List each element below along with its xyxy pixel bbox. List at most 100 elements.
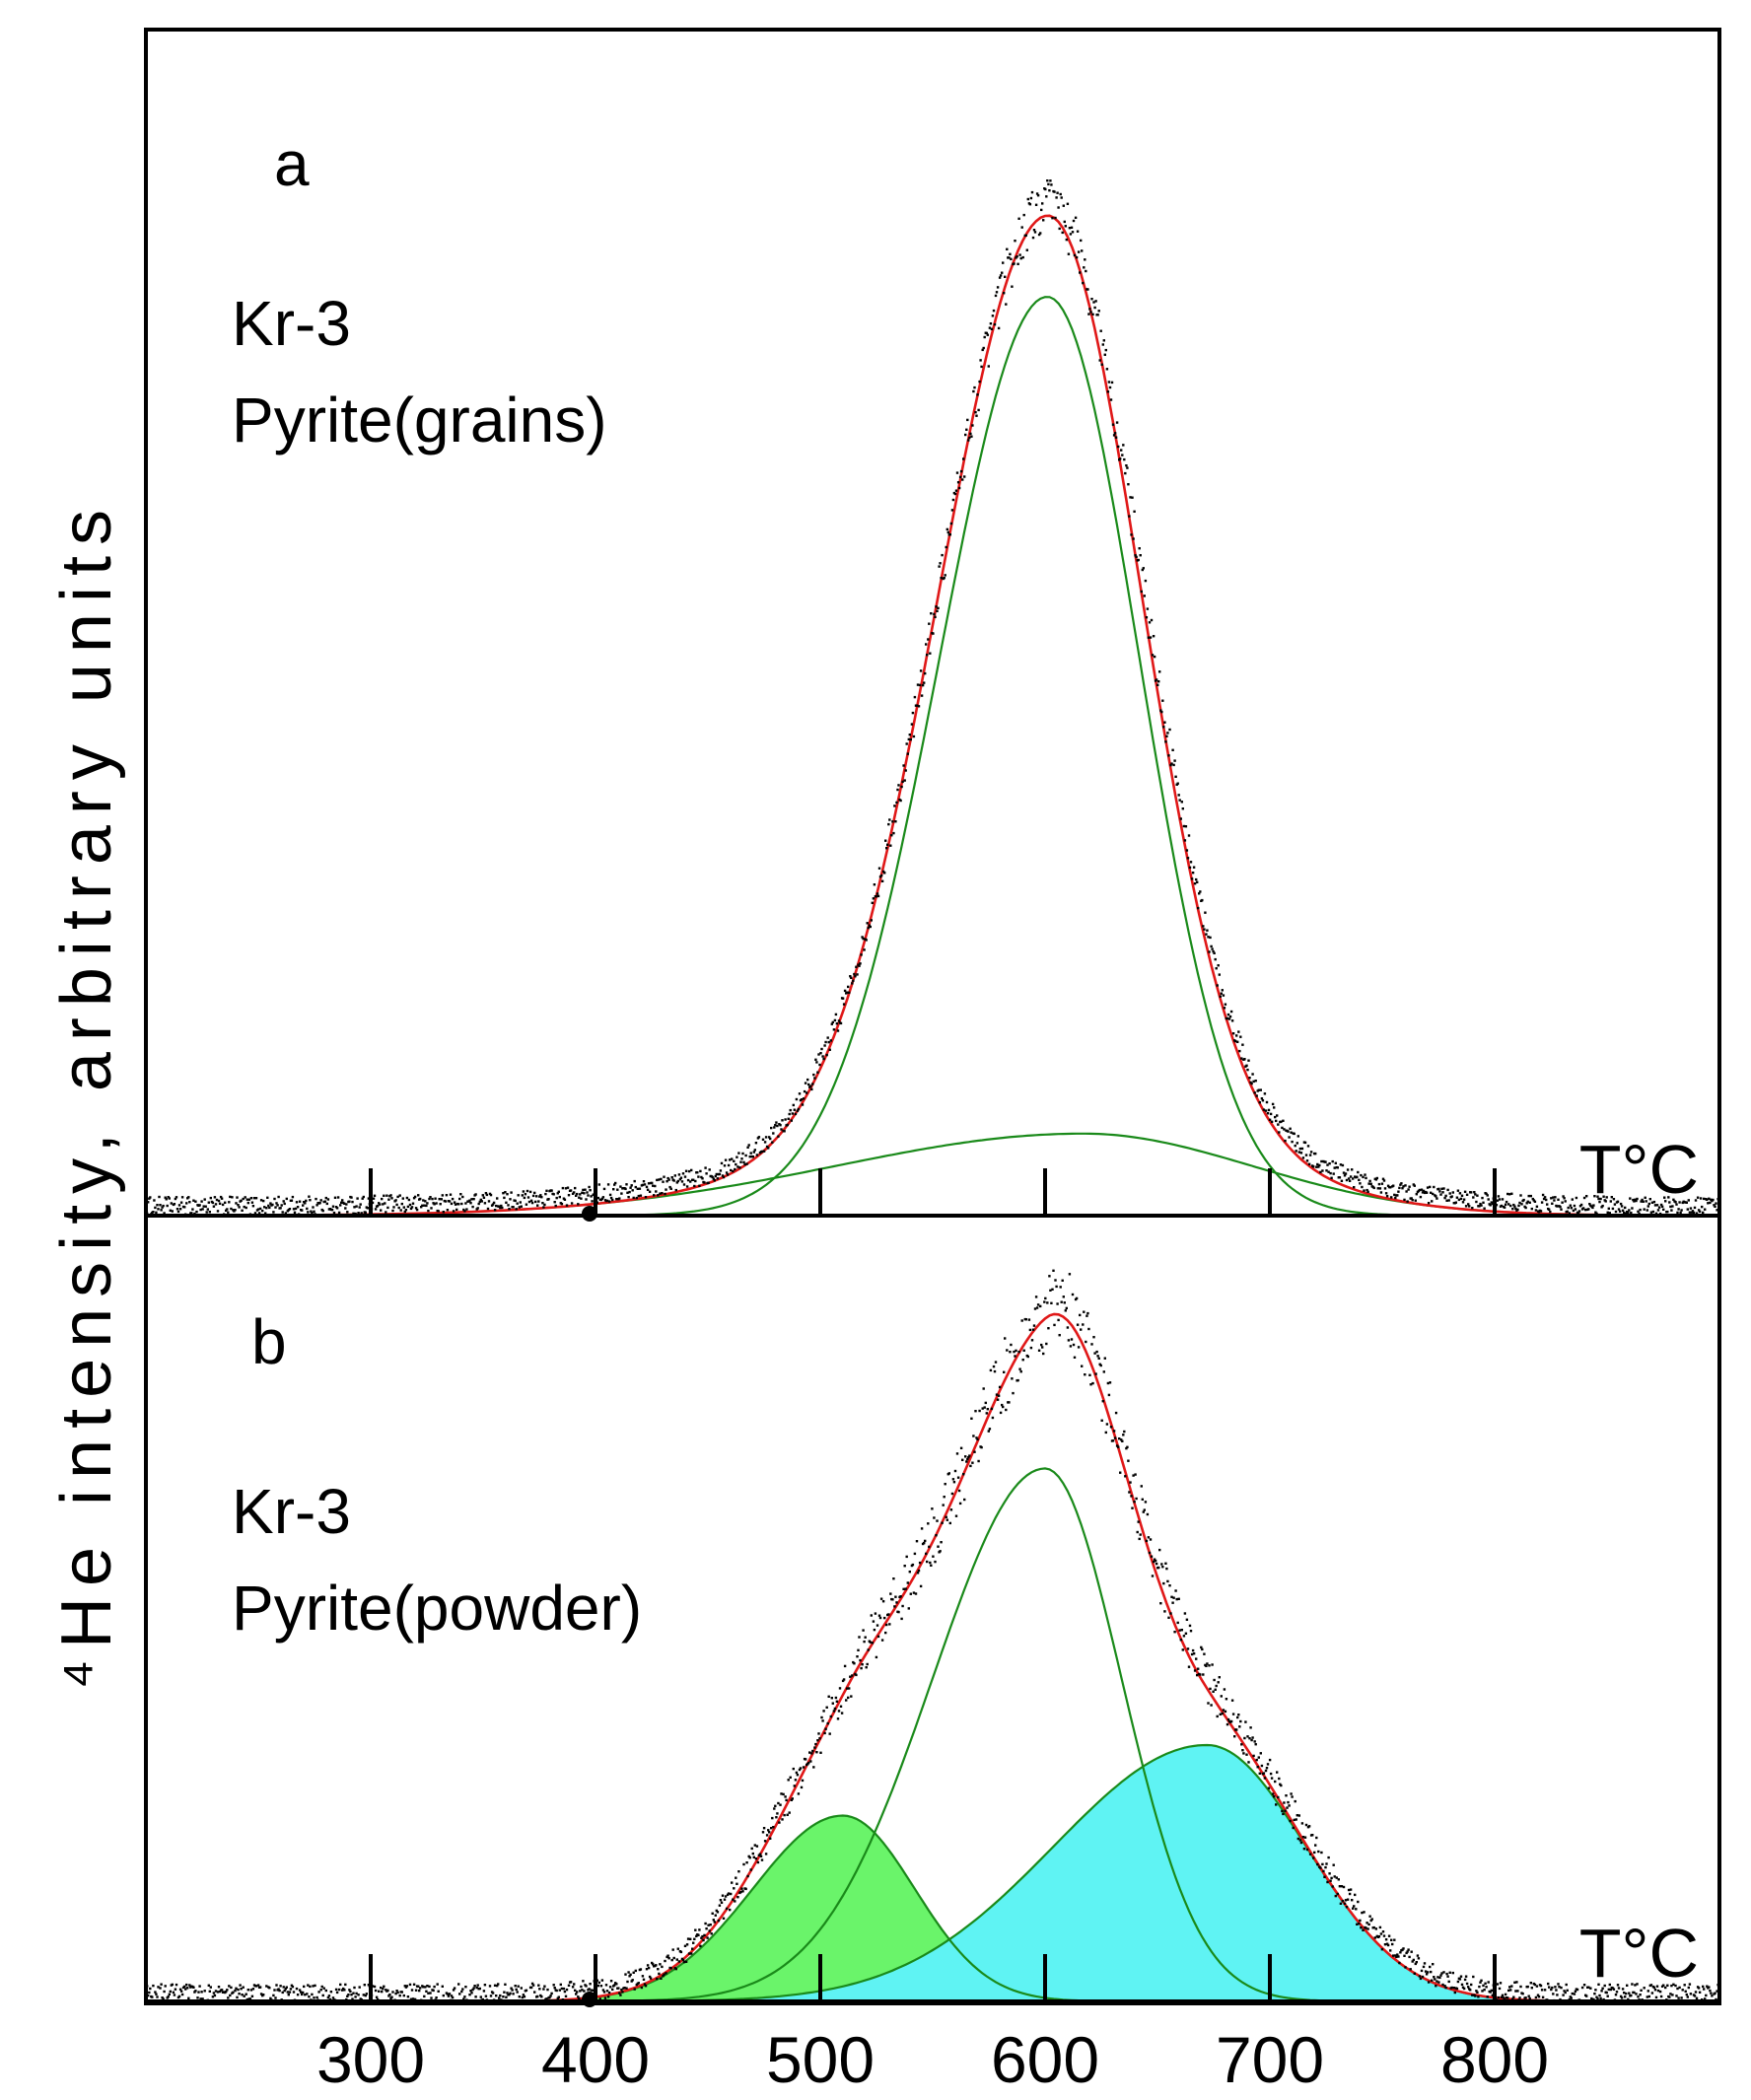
panel-b-data-point xyxy=(1491,1994,1494,1996)
panel-b-data-point xyxy=(427,1992,430,1995)
panel-b-data-point xyxy=(713,1921,716,1924)
panel-a-data-point xyxy=(217,1199,221,1203)
panel-b-data-point xyxy=(164,1985,167,1988)
panel-a-data-point xyxy=(911,711,915,715)
panel-b-data-point xyxy=(1167,1616,1170,1619)
panel-a-data-point xyxy=(273,1197,276,1201)
panel-a-data-point xyxy=(815,1061,818,1064)
panel-b-data-point xyxy=(1623,1992,1626,1995)
panel-a-data-point xyxy=(373,1194,377,1197)
panel-b-data-point xyxy=(1451,1971,1454,1975)
panel-b-data-point xyxy=(1285,1794,1288,1797)
panel-b-data-point xyxy=(1062,1295,1065,1298)
panel-a-data-point xyxy=(1503,1206,1506,1209)
panel-b-data-point xyxy=(1533,1983,1537,1987)
panel-b-data-point xyxy=(520,1987,523,1990)
panel-b-data-point xyxy=(1377,1935,1381,1938)
panel-b-data-point xyxy=(1312,1856,1315,1859)
panel-b-data-point xyxy=(1094,1372,1097,1375)
panel-a-data-point xyxy=(977,408,980,412)
panel-a-data-point xyxy=(1262,1108,1266,1111)
panel-b-data-point xyxy=(912,1591,916,1594)
panel-b-data-point xyxy=(730,1892,733,1896)
panel-a-data-point xyxy=(879,874,883,877)
panel-a-data-point xyxy=(395,1203,398,1207)
panel-a-data-point xyxy=(1250,1082,1253,1085)
panel-a-data-point xyxy=(917,705,921,708)
panel-a-data-point xyxy=(1014,240,1016,243)
panel-a-data-point xyxy=(743,1162,746,1166)
panel-b-data-point xyxy=(788,1811,791,1814)
panel-a-data-point xyxy=(1365,1176,1367,1180)
panel-a-data-point xyxy=(1631,1207,1634,1210)
panel-a-data-point xyxy=(869,925,872,929)
panel-b-data-point xyxy=(928,1545,931,1549)
panel-a-data-point xyxy=(1510,1192,1513,1195)
panel-a-data-point xyxy=(1473,1191,1476,1194)
panel-b-data-point xyxy=(643,1983,647,1986)
panel-b-data-point xyxy=(302,1991,305,1995)
panel-a-data-point xyxy=(1267,1108,1271,1112)
panel-a-data-point xyxy=(769,1137,772,1141)
panel-a-data-point xyxy=(330,1208,334,1212)
panel-a-data-point xyxy=(245,1198,248,1201)
panel-a-data-point xyxy=(1174,775,1177,778)
panel-a-data-point xyxy=(1226,1013,1230,1016)
panel-a-data-point xyxy=(777,1135,780,1138)
panel-b-data-point xyxy=(540,1995,543,1998)
panel-a-data-point xyxy=(236,1196,239,1199)
panel-b-data-point xyxy=(268,1987,271,1990)
panel-b-data-point xyxy=(604,1984,608,1987)
panel-b-data-point xyxy=(1429,1965,1432,1969)
panel-a-data-point xyxy=(1709,1201,1712,1205)
panel-a-data-point xyxy=(359,1203,362,1206)
panel-a-data-point xyxy=(839,1021,843,1025)
panel-a-data-point xyxy=(1016,255,1018,258)
panel-a-data-point xyxy=(1103,353,1106,356)
panel-a-data-point xyxy=(156,1204,159,1207)
panel-b-data-point xyxy=(395,1990,398,1993)
panel-b-data-point xyxy=(787,1779,790,1782)
panel-b-data-point xyxy=(835,1700,839,1703)
panel-b-data-point xyxy=(1199,1673,1202,1676)
panel-b-data-point xyxy=(1148,1551,1152,1555)
panel-b-data-point xyxy=(664,1959,666,1963)
panel-b-data-point xyxy=(537,1984,540,1987)
panel-b-data-point xyxy=(173,1994,176,1996)
panel-a-data-point xyxy=(751,1155,754,1158)
panel-a-data-point xyxy=(910,723,914,726)
panel-a-data-point xyxy=(1640,1200,1643,1203)
panel-b-data-point xyxy=(296,1994,300,1996)
panel-b-data-point xyxy=(1617,1987,1621,1990)
x-tick-label-600: 600 xyxy=(991,2023,1099,2096)
panel-a-data-point xyxy=(404,1209,408,1212)
panel-b-data-point xyxy=(1050,1301,1053,1304)
panel-b-data-point xyxy=(1125,1446,1128,1450)
panel-b-data-point xyxy=(1149,1538,1153,1541)
panel-b-data-point xyxy=(1229,1719,1233,1723)
panel-a-data-point xyxy=(1418,1188,1422,1192)
panel-b-data-point xyxy=(669,1967,672,1970)
panel-b-data-point xyxy=(1393,1938,1396,1941)
panel-b-data-point xyxy=(1448,1971,1451,1974)
panel-b-data-point xyxy=(1334,1894,1337,1898)
panel-a-data-point xyxy=(159,1204,162,1207)
panel-b-data-point xyxy=(674,1967,677,1971)
panel-b-data-point xyxy=(476,1984,479,1987)
panel-b-data-point xyxy=(645,1968,649,1971)
panel-a-data-point xyxy=(1255,1094,1258,1097)
panel-b-data-point xyxy=(381,1990,384,1994)
panel-a-data-point xyxy=(1639,1208,1642,1212)
panel-b-data-point xyxy=(167,1995,170,1998)
panel-a-data-point xyxy=(1359,1182,1362,1185)
panel-b-data-point xyxy=(1704,1997,1707,2000)
panel-b-data-point xyxy=(187,1996,190,1999)
panel-a-data-point xyxy=(753,1149,756,1152)
panel-b-data-point xyxy=(1471,1994,1474,1996)
panel-a-data-point xyxy=(1236,1040,1239,1043)
panel-b-data-point xyxy=(752,1855,755,1858)
panel-b-data-point xyxy=(168,1993,171,1995)
panel-a-data-point xyxy=(266,1196,269,1199)
panel-b-data-point xyxy=(1230,1699,1234,1702)
